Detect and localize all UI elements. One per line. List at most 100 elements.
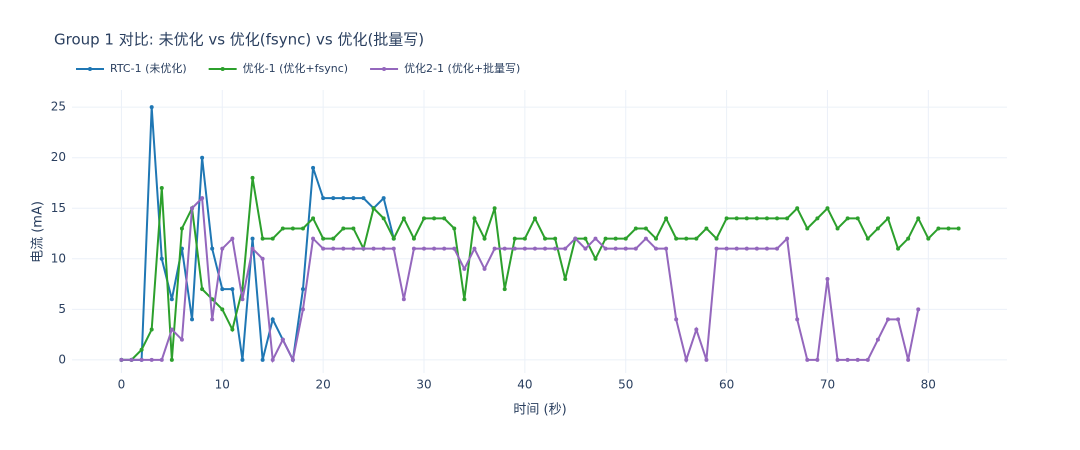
data-point [684, 236, 689, 241]
data-point [805, 226, 810, 231]
data-point [139, 347, 144, 352]
data-point [280, 226, 285, 231]
legend-marker [220, 67, 225, 71]
data-point [795, 317, 800, 322]
data-point [230, 287, 235, 292]
data-point [795, 206, 800, 211]
legend-marker [88, 67, 92, 71]
data-point [543, 246, 548, 251]
data-point [633, 246, 638, 251]
x-tick-label: 70 [820, 378, 835, 392]
data-point [381, 216, 386, 221]
data-point [653, 246, 658, 251]
data-point [906, 236, 911, 241]
data-point [694, 236, 699, 241]
data-point [159, 186, 164, 191]
data-point [240, 357, 245, 362]
data-point [522, 236, 527, 241]
data-point [361, 196, 366, 201]
data-point [573, 236, 578, 241]
data-point [785, 216, 790, 221]
data-point [351, 226, 356, 231]
data-point [734, 216, 739, 221]
data-point [260, 256, 265, 261]
data-point [563, 277, 568, 282]
data-point [351, 246, 356, 251]
data-point [815, 357, 820, 362]
data-point [220, 246, 225, 251]
data-point [169, 357, 174, 362]
x-tick-label: 30 [416, 378, 431, 392]
data-point [391, 236, 396, 241]
data-point [119, 357, 124, 362]
data-point [200, 155, 205, 160]
data-point [845, 357, 850, 362]
data-point [623, 236, 628, 241]
legend-label: RTC-1 (未优化) [110, 61, 187, 75]
data-point [311, 236, 316, 241]
data-point [250, 175, 255, 180]
data-point [200, 196, 205, 201]
data-point [694, 327, 699, 332]
legend-label: 优化-1 (优化+fsync) [243, 61, 348, 75]
data-point [432, 246, 437, 251]
data-point [331, 236, 336, 241]
data-point [432, 216, 437, 221]
data-point [684, 357, 689, 362]
data-point [210, 317, 215, 322]
data-point [250, 246, 255, 251]
data-point [300, 307, 305, 312]
data-point [835, 357, 840, 362]
data-point [270, 317, 275, 322]
data-point [633, 226, 638, 231]
data-point [764, 216, 769, 221]
y-tick-label: 0 [58, 352, 66, 366]
data-point [906, 357, 911, 362]
data-point [230, 327, 235, 332]
y-tick-label: 10 [51, 251, 66, 265]
data-point [391, 246, 396, 251]
data-point [532, 246, 537, 251]
data-point [220, 307, 225, 312]
data-point [159, 256, 164, 261]
data-point [674, 317, 679, 322]
data-point [744, 216, 749, 221]
y-tick-label: 25 [51, 100, 66, 114]
data-point [300, 287, 305, 292]
y-tick-label: 20 [51, 150, 66, 164]
y-axis-label: 电流 (mA) [31, 201, 46, 263]
data-point [754, 216, 759, 221]
data-point [492, 246, 497, 251]
data-point [775, 216, 780, 221]
data-point [512, 236, 517, 241]
data-point [260, 236, 265, 241]
data-point [341, 246, 346, 251]
chart-title: Group 1 对比: 未优化 vs 优化(fsync) vs 优化(批量写) [54, 31, 424, 49]
data-point [775, 246, 780, 251]
data-point [714, 236, 719, 241]
data-point [865, 236, 870, 241]
data-point [956, 226, 961, 231]
data-point [885, 317, 890, 322]
data-point [452, 246, 457, 251]
data-point [250, 236, 255, 241]
data-point [482, 266, 487, 271]
data-point [462, 266, 467, 271]
series-line [121, 107, 395, 364]
data-point [179, 226, 184, 231]
data-point [674, 236, 679, 241]
data-point [371, 206, 376, 211]
data-point [785, 236, 790, 241]
data-point [270, 236, 275, 241]
data-point [129, 357, 134, 362]
data-point [351, 196, 356, 201]
data-point [865, 357, 870, 362]
data-point [543, 236, 548, 241]
data-point [613, 246, 618, 251]
data-point [311, 216, 316, 221]
x-tick-label: 10 [215, 378, 230, 392]
data-point [442, 246, 447, 251]
data-point [603, 236, 608, 241]
data-point [603, 246, 608, 251]
